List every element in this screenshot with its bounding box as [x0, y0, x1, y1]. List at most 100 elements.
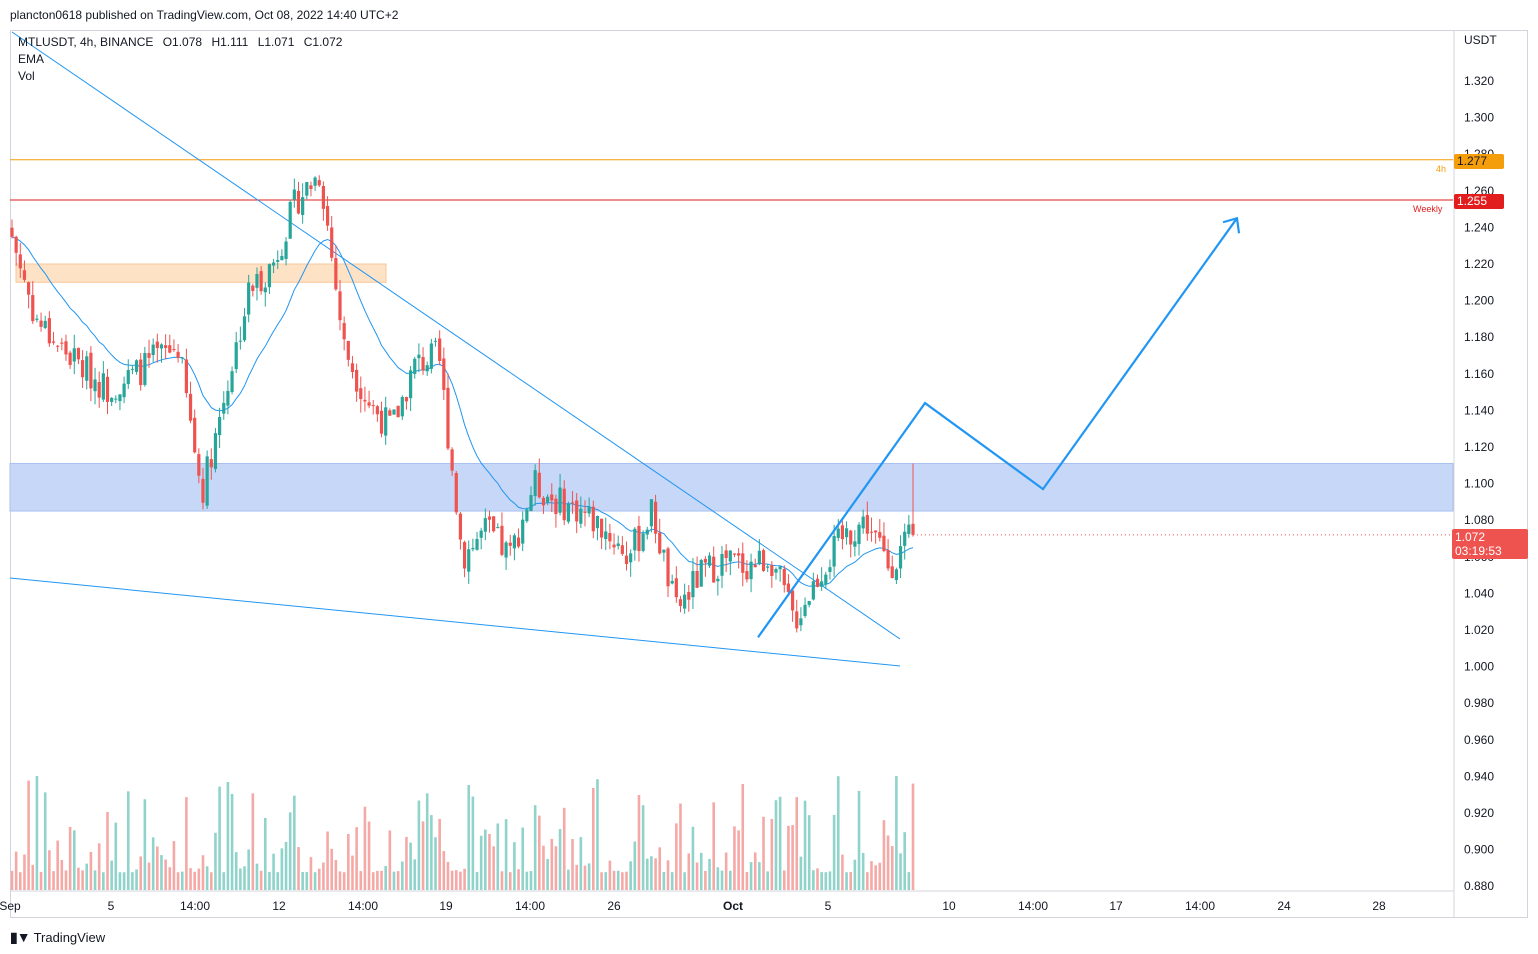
volume-bar [533, 805, 537, 890]
volume-bar [579, 837, 583, 890]
candle-body [903, 531, 907, 546]
ema-line [11, 236, 914, 587]
candle-body [330, 227, 334, 258]
candle-body [400, 397, 404, 417]
volume-bar [255, 863, 259, 890]
candle-body [504, 542, 508, 558]
candle-body [624, 555, 629, 564]
price-tick-label: 1.240 [1464, 220, 1494, 234]
time-tick-label: 24 [1277, 899, 1291, 913]
volume-bar [421, 821, 425, 890]
candle-body [894, 569, 898, 581]
time-tick-label: Sep [0, 899, 21, 913]
volume-bar [384, 866, 387, 890]
volume-bar [467, 785, 471, 890]
candle-body [238, 340, 242, 342]
volume-bar [745, 871, 749, 890]
candle-body [741, 553, 745, 573]
volume-bar [367, 821, 371, 890]
candle-body [93, 379, 97, 392]
candle-body [325, 205, 330, 226]
candle-body [188, 393, 193, 421]
volume-bar [19, 872, 22, 890]
candle-body [39, 320, 43, 327]
volume-bar [629, 861, 632, 890]
volume-bar [268, 871, 271, 890]
volume-bar [841, 854, 844, 890]
current-price-value: 1.072 [1455, 530, 1486, 544]
candle-body [64, 341, 68, 355]
candle-body [778, 566, 782, 570]
volume-bar [583, 865, 587, 890]
volume-bar [791, 825, 794, 890]
volume-bar [828, 871, 832, 890]
candle-body [849, 530, 853, 545]
volume-bar [849, 872, 853, 890]
volume-bar [276, 872, 280, 890]
candle-body [321, 186, 326, 209]
candle-body [878, 532, 882, 538]
candle-body [666, 548, 670, 587]
candle-body [637, 525, 641, 552]
volume-bar [733, 826, 736, 890]
volume-bar [625, 871, 628, 890]
candle-body [122, 383, 126, 398]
volume-bar [293, 795, 296, 890]
candle-body [371, 405, 375, 407]
candle-body [620, 545, 624, 554]
volume-bar [766, 871, 769, 890]
volume-bar [425, 793, 429, 890]
candle-body [379, 410, 384, 434]
volume-bar [729, 870, 732, 890]
volume-bar [782, 870, 786, 890]
tradingview-logo-icon: ▮▼ [10, 929, 31, 945]
candle-body [811, 581, 815, 600]
volume-bar [654, 858, 657, 890]
volume-bar [156, 846, 159, 890]
demand-zone [9, 462, 1454, 512]
candle-body [807, 600, 811, 605]
candle-body [774, 568, 778, 573]
volume-bar [803, 800, 807, 890]
volume-bar [812, 870, 815, 890]
volume-bar [637, 795, 641, 890]
volume-bar [56, 840, 59, 890]
candle-body [151, 344, 155, 356]
price-tick-label: 0.980 [1464, 696, 1494, 710]
volume-bar [878, 862, 882, 890]
candle-body [512, 535, 517, 549]
candle-body [51, 341, 56, 343]
candle-body [724, 550, 728, 559]
candle-body [496, 527, 500, 529]
candle-body [612, 544, 616, 548]
candle-body [653, 501, 658, 534]
candle-body [633, 528, 637, 551]
candle-body [114, 398, 118, 400]
volume-bar [305, 872, 309, 890]
legend-ema[interactable]: EMA [18, 52, 45, 66]
volume-bar [68, 826, 72, 890]
candle-body [355, 369, 359, 392]
candle-body [753, 564, 757, 568]
legend-vol[interactable]: Vol [18, 69, 35, 83]
volume-bar [870, 861, 873, 890]
volume-bar [484, 829, 487, 890]
volume-bar [280, 848, 284, 890]
candle-body [898, 546, 903, 569]
candle-body [595, 515, 600, 529]
volume-bar [463, 868, 466, 890]
volume-bar [85, 863, 89, 890]
volume-bar [471, 796, 475, 890]
candle-body [737, 553, 741, 556]
candle-body [761, 550, 766, 571]
candle-body [720, 553, 724, 576]
price-axis-unit: USDT [1464, 33, 1497, 47]
volume-bar [575, 864, 578, 890]
candle-body [56, 345, 60, 347]
volume-bar [857, 790, 861, 890]
volume-bar [10, 870, 14, 890]
tradingview-logo[interactable]: ▮▼ TradingView [10, 929, 105, 946]
volume-bar [753, 852, 757, 890]
candle-body [658, 532, 662, 554]
